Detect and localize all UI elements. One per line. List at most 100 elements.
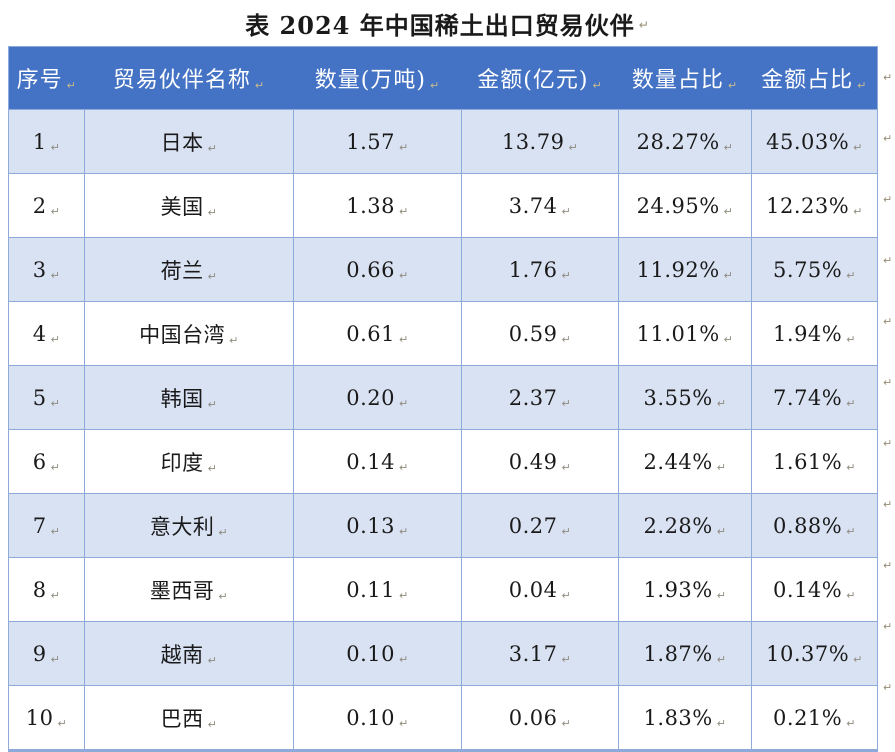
cell-partner: 中国台湾 ↵ <box>84 301 294 366</box>
cell-text: 28.27% <box>636 129 720 154</box>
cell-quantity: 0.14 ↵ <box>293 429 462 494</box>
paragraph-mark-icon: ↵ <box>399 652 409 666</box>
table-row: 4 ↵ 中国台湾 ↵ 0.61 ↵ 0.59 ↵ 11.01% ↵ 1.94% ↵ <box>8 301 878 366</box>
paragraph-mark-icon: ↵ <box>723 204 734 218</box>
paragraph-mark-icon: ↵ <box>50 332 61 346</box>
cell-partner: 韩国 ↵ <box>84 365 294 430</box>
cell-text: 1.87% <box>643 641 713 666</box>
cell-quantity: 1.57 ↵ <box>293 109 462 174</box>
document-title-line: 表 2024 年中国稀土出口贸易伙伴 ↵ <box>0 0 895 46</box>
cell-text: 2.44% <box>643 449 713 474</box>
cell-amount-share: 12.23% ↵ <box>751 173 878 238</box>
end-of-row-mark: ↵ <box>883 413 892 474</box>
paragraph-mark-icon: ↵ <box>399 716 409 730</box>
paragraph-mark-icon: ↵ <box>723 140 734 154</box>
cell-text: 2.28% <box>643 513 713 538</box>
cell-rank: 10 ↵ <box>8 685 85 751</box>
cell-quantity: 0.10 ↵ <box>293 685 462 751</box>
cell-rank: 4 ↵ <box>8 301 85 366</box>
cell-text: 10.37% <box>766 641 850 666</box>
cell-text: 越南 <box>160 642 204 667</box>
paragraph-mark-icon: ↵ <box>883 681 893 694</box>
cell-text: 0.21% <box>773 705 843 730</box>
cell-text: 1 <box>32 129 47 154</box>
cell-text: 11.01% <box>636 321 720 346</box>
cell-quantity: 1.38 ↵ <box>293 173 462 238</box>
cell-amount-share: 0.14% ↵ <box>751 557 878 622</box>
paragraph-mark-icon: ↵ <box>561 524 572 538</box>
cell-quantity-share: 2.44% ↵ <box>618 429 752 494</box>
cell-text: 3.55% <box>643 385 713 410</box>
paragraph-mark-icon: ↵ <box>561 716 572 730</box>
cell-amount-share: 45.03% ↵ <box>751 109 878 174</box>
column-header-label: 数量(万吨) <box>314 68 426 93</box>
cell-amount: 0.59 ↵ <box>461 301 619 366</box>
cell-text: 0.04 <box>508 577 558 602</box>
column-header-label: 数量占比 <box>631 68 724 93</box>
cell-amount: 13.79 ↵ <box>461 109 619 174</box>
cell-quantity: 0.13 ↵ <box>293 493 462 558</box>
cell-text: 7.74% <box>773 385 843 410</box>
cell-partner: 美国 ↵ <box>84 173 294 238</box>
cell-text: 0.10 <box>346 641 396 666</box>
paragraph-mark-icon: ↵ <box>716 716 727 730</box>
table-row: 5 ↵ 韩国 ↵ 0.20 ↵ 2.37 ↵ 3.55% ↵ 7.74% ↵ <box>8 365 878 430</box>
paragraph-mark-icon: ↵ <box>638 18 650 32</box>
cell-text: 1.83% <box>643 705 713 730</box>
cell-partner: 荷兰 ↵ <box>84 237 294 302</box>
cell-text: 24.95% <box>636 193 720 218</box>
table-row: 3 ↵ 荷兰 ↵ 0.66 ↵ 1.76 ↵ 11.92% ↵ 5.75% ↵ <box>8 237 878 302</box>
end-of-row-mark: ↵ <box>883 657 892 718</box>
paragraph-mark-icon: ↵ <box>254 79 266 92</box>
end-of-row-marks-gutter: ↵ ↵ ↵ ↵ ↵ ↵ ↵ ↵ ↵ ↵ ↵ <box>878 46 892 718</box>
cell-rank: 1 ↵ <box>8 109 85 174</box>
paragraph-mark-icon: ↵ <box>399 268 409 282</box>
paragraph-mark-icon: ↵ <box>846 396 856 410</box>
end-of-row-mark: ↵ <box>883 352 892 413</box>
paragraph-mark-icon: ↵ <box>207 653 218 667</box>
cell-partner: 越南 ↵ <box>84 621 294 686</box>
paragraph-mark-icon: ↵ <box>561 588 572 602</box>
paragraph-mark-icon: ↵ <box>399 524 409 538</box>
cell-text: 13.79 <box>501 129 565 154</box>
column-header-amount-share: 金额占比 ↵ <box>751 46 878 110</box>
cell-amount: 0.04 ↵ <box>461 557 619 622</box>
cell-rank: 6 ↵ <box>8 429 85 494</box>
cell-text: 11.92% <box>636 257 720 282</box>
paragraph-mark-icon: ↵ <box>716 588 727 602</box>
cell-text: 0.06 <box>508 705 558 730</box>
end-of-row-mark: ↵ <box>883 535 892 596</box>
paragraph-mark-icon: ↵ <box>846 268 856 282</box>
end-of-row-mark: ↵ <box>883 46 892 108</box>
cell-rank: 5 ↵ <box>8 365 85 430</box>
paragraph-mark-icon: ↵ <box>57 716 68 730</box>
cell-text: 1.61% <box>773 449 843 474</box>
paragraph-mark-icon: ↵ <box>723 268 734 282</box>
paragraph-mark-icon: ↵ <box>50 140 61 154</box>
paragraph-mark-icon: ↵ <box>561 332 572 346</box>
paragraph-mark-icon: ↵ <box>883 193 893 206</box>
cell-quantity-share: 11.01% ↵ <box>618 301 752 366</box>
cell-amount-share: 7.74% ↵ <box>751 365 878 430</box>
cell-text: 2 <box>32 193 47 218</box>
paragraph-mark-icon: ↵ <box>716 524 727 538</box>
paragraph-mark-icon: ↵ <box>207 461 218 475</box>
paragraph-mark-icon: ↵ <box>50 268 61 282</box>
cell-quantity-share: 2.28% ↵ <box>618 493 752 558</box>
cell-rank: 2 ↵ <box>8 173 85 238</box>
cell-amount-share: 1.94% ↵ <box>751 301 878 366</box>
cell-partner: 巴西 ↵ <box>84 685 294 751</box>
paragraph-mark-icon: ↵ <box>853 204 863 218</box>
table-row: 7 ↵ 意大利 ↵ 0.13 ↵ 0.27 ↵ 2.28% ↵ 0.88% ↵ <box>8 493 878 558</box>
cell-quantity-share: 24.95% ↵ <box>618 173 752 238</box>
paragraph-mark-icon: ↵ <box>207 269 218 283</box>
paragraph-mark-icon: ↵ <box>399 588 409 602</box>
cell-quantity: 0.20 ↵ <box>293 365 462 430</box>
column-header-label: 序号 <box>16 68 63 93</box>
cell-quantity: 0.61 ↵ <box>293 301 462 366</box>
paragraph-mark-icon: ↵ <box>399 204 409 218</box>
cell-text: 1.38 <box>346 193 396 218</box>
paragraph-mark-icon: ↵ <box>846 588 856 602</box>
end-of-row-mark: ↵ <box>883 474 892 535</box>
table-row: 9 ↵ 越南 ↵ 0.10 ↵ 3.17 ↵ 1.87% ↵ 10.37% ↵ <box>8 621 878 686</box>
